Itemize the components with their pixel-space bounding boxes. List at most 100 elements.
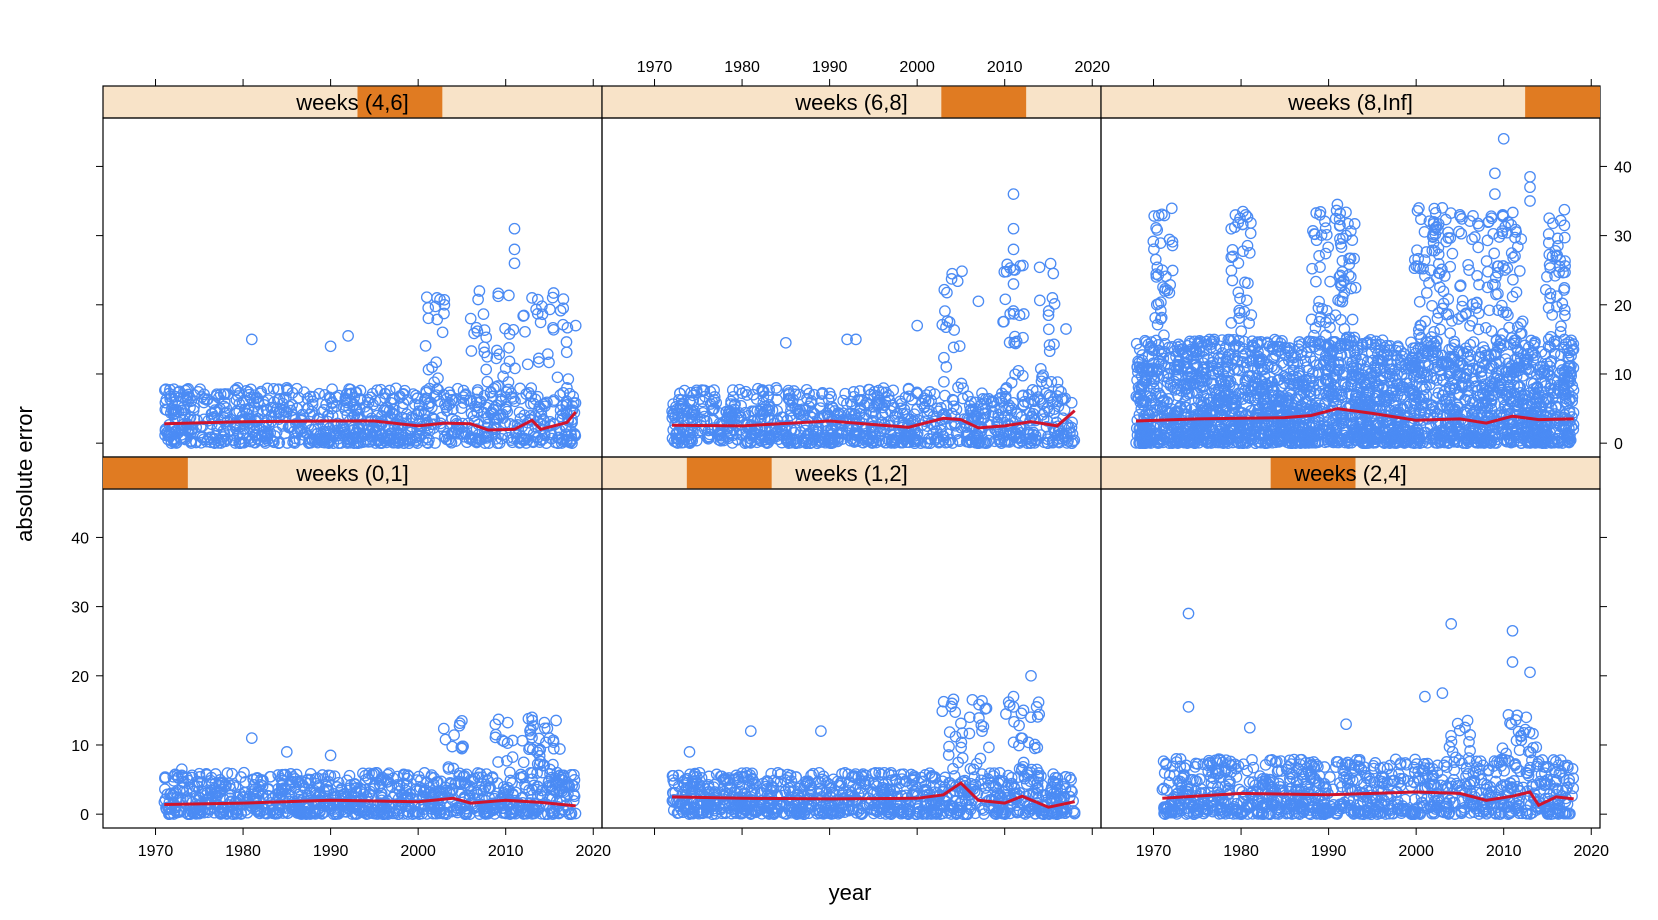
data-point <box>492 713 505 726</box>
data-point <box>168 426 181 439</box>
data-point <box>490 411 502 424</box>
data-point <box>239 776 252 788</box>
data-point <box>337 400 350 413</box>
data-point <box>220 808 233 820</box>
data-point <box>975 719 988 731</box>
data-point <box>901 807 914 820</box>
data-point <box>1284 775 1297 788</box>
data-point <box>1504 717 1516 729</box>
data-point <box>1247 776 1260 788</box>
data-point <box>536 308 549 321</box>
data-point <box>501 737 514 749</box>
data-point <box>1021 766 1034 779</box>
data-point <box>550 714 562 727</box>
data-point <box>242 386 255 399</box>
data-point <box>316 769 329 781</box>
data-point <box>1448 764 1461 776</box>
data-point <box>790 771 802 784</box>
data-point <box>454 717 466 730</box>
data-point <box>472 433 485 446</box>
data-point <box>492 287 505 300</box>
data-point <box>701 801 713 814</box>
data-point <box>432 383 444 396</box>
data-point <box>1448 756 1460 769</box>
data-point <box>209 768 222 780</box>
data-point <box>1550 782 1562 795</box>
data-point <box>438 307 450 320</box>
data-point <box>525 723 537 735</box>
data-point <box>420 431 433 444</box>
data-point <box>338 791 351 804</box>
outlier-point <box>342 330 354 342</box>
data-point <box>1246 753 1258 766</box>
data-point <box>1522 745 1535 758</box>
data-point <box>366 387 379 400</box>
data-point <box>1340 769 1353 782</box>
data-point <box>436 326 449 339</box>
outlier-point <box>508 243 521 256</box>
data-point <box>383 384 396 397</box>
data-point <box>885 766 897 779</box>
data-point <box>1281 802 1294 815</box>
data-point <box>695 772 708 784</box>
data-point <box>217 388 230 401</box>
data-point <box>1478 797 1491 809</box>
data-point <box>455 402 468 415</box>
data-point <box>314 432 326 445</box>
data-point <box>457 397 470 409</box>
data-point <box>350 386 363 399</box>
data-point <box>557 293 570 305</box>
outlier-point <box>1419 690 1431 703</box>
data-point <box>547 742 560 755</box>
data-point <box>419 340 432 352</box>
data-point <box>198 393 211 405</box>
data-point <box>445 805 457 818</box>
data-point <box>983 741 995 754</box>
data-point <box>1067 435 1079 448</box>
data-point <box>388 788 401 800</box>
data-point <box>1199 786 1211 799</box>
data-point <box>981 398 993 410</box>
data-point <box>510 425 523 438</box>
data-point <box>779 800 792 813</box>
data-point <box>1547 754 1560 766</box>
data-point <box>169 786 182 798</box>
data-point <box>480 363 493 376</box>
data-point <box>686 777 699 790</box>
data-point <box>261 434 274 446</box>
data-point <box>1408 793 1421 806</box>
data-point <box>534 316 547 329</box>
data-point <box>168 383 180 396</box>
data-point <box>1343 773 1356 785</box>
data-point <box>300 802 313 815</box>
data-point <box>1552 794 1565 807</box>
data-point <box>1203 756 1216 769</box>
data-point <box>908 770 920 782</box>
data-point <box>363 767 375 780</box>
data-point <box>313 413 326 426</box>
outlier-point <box>1007 701 1020 713</box>
data-point <box>1171 808 1183 820</box>
data-point <box>843 795 855 808</box>
data-point <box>449 435 462 447</box>
data-point <box>1305 759 1318 772</box>
data-point <box>1017 331 1029 344</box>
data-point <box>231 382 244 394</box>
data-point <box>1493 756 1506 769</box>
data-point <box>519 325 531 338</box>
data-point <box>896 773 908 785</box>
data-point <box>276 768 289 781</box>
data-point <box>1449 808 1461 820</box>
data-point <box>438 293 451 306</box>
outlier-point <box>1243 721 1256 734</box>
data-point <box>1462 752 1475 764</box>
data-point <box>908 785 920 798</box>
data-point <box>1353 760 1365 773</box>
data-point <box>189 436 202 448</box>
data-point <box>392 426 405 439</box>
data-point <box>1511 709 1524 722</box>
panel-group: weeks (0,1] weeks (1,2] weeks (2,4]weeks (… <box>102 85 1601 829</box>
data-point <box>272 437 285 450</box>
data-point <box>451 382 464 395</box>
data-point <box>249 429 262 442</box>
